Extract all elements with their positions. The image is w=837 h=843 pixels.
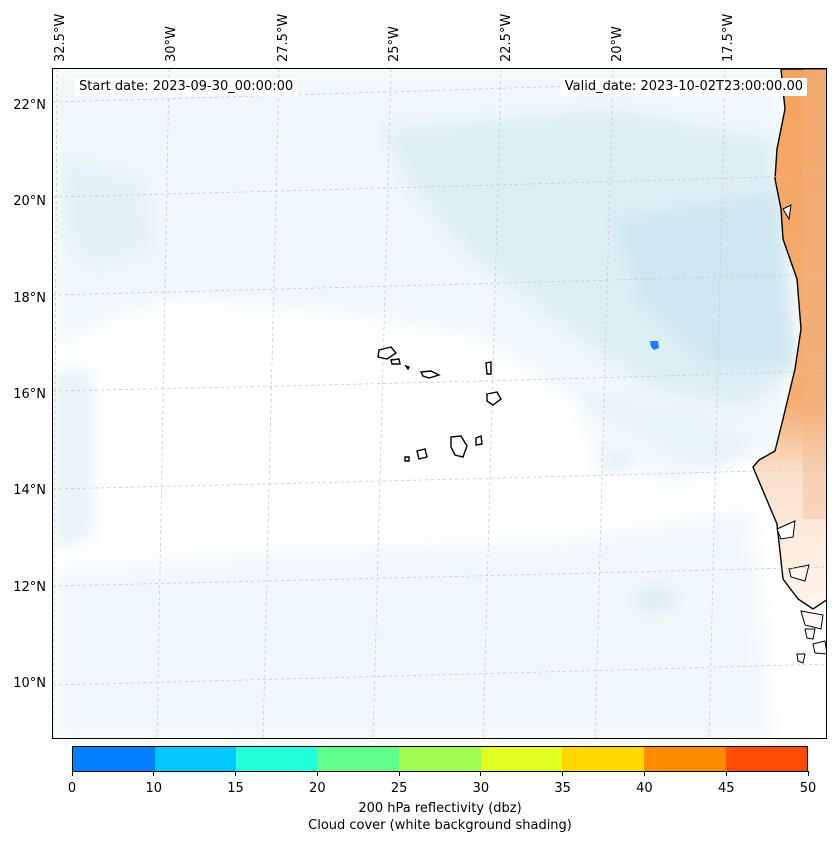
island-santa-luzia <box>404 364 410 371</box>
lat-label-20n: 20°N <box>13 194 46 209</box>
colorbar-tick-label: 25 <box>390 781 408 796</box>
africa-coast <box>752 69 826 664</box>
colorbar-tick <box>316 771 318 776</box>
colorbar <box>72 746 808 772</box>
colorbar-segment <box>643 747 726 771</box>
map-canvas <box>53 69 826 738</box>
colorbar-tick <box>807 771 809 776</box>
lon-label-32-5w: 32.5°W <box>53 13 68 62</box>
colorbar-segment <box>480 747 563 771</box>
reflectivity-cell <box>650 341 659 350</box>
island-santo-antao <box>377 346 398 360</box>
colorbar-tick <box>725 771 727 776</box>
lon-label-30w: 30°W <box>164 26 179 62</box>
colorbar-tick <box>153 771 155 776</box>
lat-label-10n: 10°N <box>13 676 46 691</box>
colorbar-segment <box>562 747 644 771</box>
lon-label-20w: 20°W <box>610 26 625 62</box>
colorbar-tick-label: 0 <box>67 781 77 796</box>
valid-date-label: Valid_date: 2023-10-02T23:00:00.00 <box>560 78 807 96</box>
colorbar-segment <box>236 747 318 771</box>
colorbar-tick <box>562 771 564 776</box>
lon-label-27-5w: 27.5°W <box>276 13 291 62</box>
lon-label-25w: 25°W <box>387 26 402 62</box>
island-brava <box>404 456 410 462</box>
start-date-label: Start date: 2023-09-30_00:00:00 <box>75 78 298 96</box>
colorbar-segment <box>725 747 808 771</box>
colorbar-tick <box>643 771 645 776</box>
colorbar-tick-label: 15 <box>227 781 244 796</box>
cape-verde-islands <box>377 346 502 462</box>
colorbar-tick-label: 20 <box>309 781 326 796</box>
island-santiago <box>450 435 468 458</box>
colorbar-segment <box>317 747 400 771</box>
colorbar-tick-label: 40 <box>636 781 653 796</box>
colorbar-tick-label: 10 <box>145 781 163 796</box>
colorbar-sublabel: Cloud cover (white background shading) <box>308 818 572 833</box>
lat-label-16n: 16°N <box>13 387 46 402</box>
lat-label-14n: 14°N <box>13 483 46 498</box>
island-fogo <box>416 448 428 460</box>
colorbar-tick <box>235 771 237 776</box>
lat-label-18n: 18°N <box>13 291 46 306</box>
cloud-cover-layer <box>53 69 798 738</box>
colorbar-label: 200 hPa reflectivity (dbz) <box>358 801 522 816</box>
island-sao-vicente <box>390 358 401 365</box>
island-boa-vista <box>486 391 502 406</box>
colorbar-segment <box>399 747 481 771</box>
island-sao-nicolau <box>419 370 441 379</box>
colorbar-tick <box>398 771 400 776</box>
island-sal <box>485 361 492 375</box>
colorbar-segment <box>73 747 155 771</box>
lon-label-22-5w: 22.5°W <box>499 13 514 62</box>
colorbar-tick-label: 30 <box>472 781 490 796</box>
lat-label-12n: 12°N <box>13 580 46 595</box>
lat-label-22n: 22°N <box>13 98 46 113</box>
map-panel[interactable] <box>52 68 827 739</box>
graticule <box>53 69 826 738</box>
colorbar-tick-label: 35 <box>554 781 571 796</box>
island-maio <box>475 435 483 446</box>
colorbar-tick-label: 45 <box>717 781 735 796</box>
lon-label-17-5w: 17.5°W <box>721 13 736 62</box>
colorbar-tick-label: 50 <box>799 781 817 796</box>
colorbar-segment <box>154 747 237 771</box>
colorbar-tick <box>480 771 482 776</box>
colorbar-tick <box>71 771 73 776</box>
